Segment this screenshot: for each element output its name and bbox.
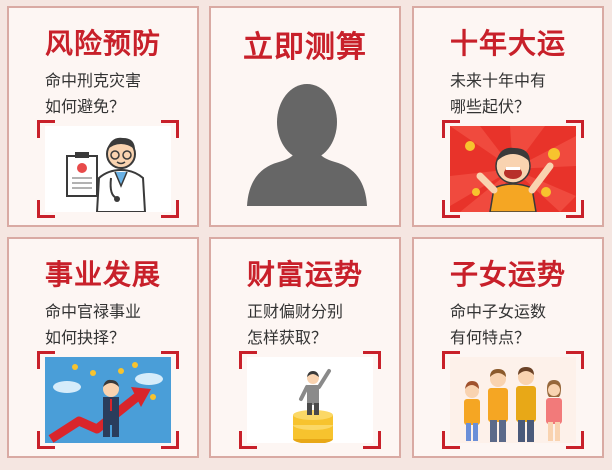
- image-frame: [37, 120, 179, 218]
- card-title: 事业发展: [44, 258, 161, 291]
- card-subtitle: 命中官禄事业 如何抉择？: [45, 302, 142, 347]
- image-frame: [442, 351, 584, 449]
- card-wealth-fortune[interactable]: 财富运势 正财偏财分别 怎样获取？: [209, 237, 401, 458]
- card-subtitle: 命中刑克灾害 如何避免？: [45, 71, 142, 116]
- card-career-development[interactable]: 事业发展 命中官禄事业 如何抉择？: [7, 237, 199, 458]
- image-frame: [239, 351, 381, 449]
- card-ten-year-fortune[interactable]: 十年大运 未来十年中有 哪些起伏？: [412, 6, 604, 227]
- card-title: 风险预防: [44, 27, 161, 60]
- image-frame: [442, 120, 584, 218]
- card-title: 子女运势: [449, 258, 566, 291]
- celebrating-man-illustration: [450, 126, 576, 212]
- card-risk-prevention[interactable]: 风险预防 命中刑克灾害 如何避免？: [7, 6, 199, 227]
- card-title: 十年大运: [449, 27, 566, 60]
- card-subtitle: 未来十年中有 哪些起伏？: [450, 71, 547, 116]
- image-frame: [37, 351, 179, 449]
- card-subtitle: 正财偏财分别 怎样获取？: [247, 302, 344, 347]
- gold-coins-illustration: [247, 357, 373, 443]
- doctor-illustration: [45, 126, 171, 212]
- card-calculate-now[interactable]: 立即测算: [209, 6, 401, 227]
- family-illustration: [450, 357, 576, 443]
- card-title: 财富运势: [246, 258, 363, 291]
- card-title: 立即测算: [243, 30, 367, 65]
- avatar-silhouette-icon: [247, 84, 367, 206]
- career-growth-illustration: [45, 357, 171, 443]
- card-subtitle: 命中子女运数 有何特点？: [450, 302, 547, 347]
- card-children-fortune[interactable]: 子女运势 命中子女运数 有何特点？: [412, 237, 604, 458]
